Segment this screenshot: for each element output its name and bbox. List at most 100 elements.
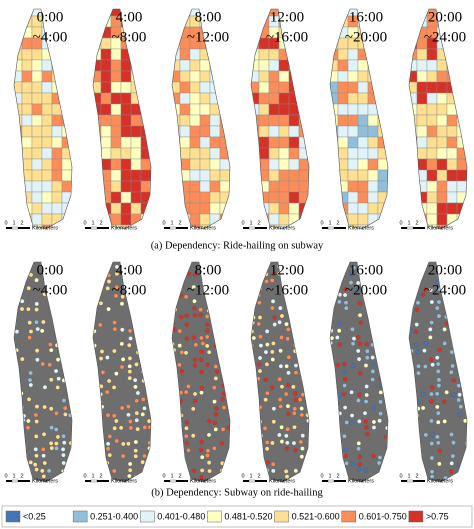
scale-bar-mid (406, 226, 414, 230)
station (462, 335, 467, 341)
scale-bar-mid (248, 479, 256, 483)
station (139, 321, 145, 326)
station (413, 329, 419, 335)
station (54, 441, 59, 446)
station (305, 362, 309, 367)
station (263, 397, 268, 402)
station (337, 411, 343, 416)
station (227, 266, 230, 271)
district (229, 114, 230, 127)
district (466, 180, 467, 193)
district (278, 147, 290, 160)
station (184, 336, 190, 341)
station (172, 383, 178, 388)
district (330, 15, 339, 28)
station (112, 326, 118, 332)
district (120, 125, 132, 138)
station (356, 398, 361, 403)
station (106, 279, 112, 284)
station (356, 467, 362, 472)
station (456, 397, 461, 403)
station (271, 341, 276, 346)
station (33, 412, 39, 418)
district (71, 59, 72, 72)
district (71, 15, 72, 28)
district (120, 158, 132, 171)
station (172, 342, 175, 347)
district (172, 15, 181, 28)
district (308, 81, 309, 94)
station (251, 448, 257, 454)
district (466, 191, 467, 204)
district (446, 202, 458, 215)
district (100, 70, 112, 83)
station (62, 362, 68, 368)
district (426, 136, 438, 149)
scale-label: 1 (170, 473, 173, 479)
district (466, 81, 467, 94)
district (251, 158, 260, 171)
station (330, 376, 333, 382)
station (350, 327, 355, 332)
district (100, 147, 112, 160)
station (372, 314, 378, 320)
district (140, 213, 151, 226)
district (179, 114, 191, 127)
district (100, 180, 112, 193)
station (263, 349, 269, 355)
district (387, 202, 388, 215)
station (378, 411, 383, 416)
station (40, 361, 45, 367)
district (409, 9, 418, 17)
district (387, 70, 388, 83)
district (288, 213, 300, 226)
district (21, 136, 33, 149)
scale-unit: Kilometers (348, 225, 374, 231)
station (20, 417, 26, 423)
legend-box (1, 505, 473, 528)
district (330, 70, 339, 83)
district (268, 158, 280, 171)
district (14, 202, 23, 215)
district (179, 191, 191, 204)
district (446, 147, 458, 160)
district (41, 70, 53, 83)
district (71, 81, 72, 94)
station (278, 305, 283, 311)
station (148, 392, 151, 397)
station (147, 425, 151, 430)
time-end: ~8:00 (112, 29, 147, 45)
district (446, 169, 458, 182)
station (457, 412, 462, 417)
district (330, 158, 339, 171)
district (100, 81, 112, 94)
district (93, 147, 102, 160)
district (172, 114, 181, 127)
station (413, 453, 419, 458)
station (451, 378, 456, 383)
district (377, 180, 388, 193)
district (150, 224, 151, 229)
station (430, 432, 435, 437)
time-start: 0:00 (37, 9, 64, 25)
district (357, 169, 369, 182)
district (367, 191, 379, 204)
district (387, 136, 388, 149)
legend-label: 0.481-0.520 (224, 511, 272, 521)
district (110, 202, 122, 215)
district (426, 48, 438, 61)
station (55, 327, 61, 332)
district (21, 125, 33, 138)
district (209, 191, 221, 204)
district (258, 70, 270, 83)
station (442, 419, 447, 424)
station (379, 314, 384, 319)
district (219, 70, 230, 83)
station (93, 467, 98, 473)
district (330, 169, 339, 182)
scale-bar-mid (327, 226, 335, 230)
scale-bar-mid (248, 226, 256, 230)
station (142, 406, 147, 411)
station (148, 376, 151, 381)
district (219, 169, 230, 182)
